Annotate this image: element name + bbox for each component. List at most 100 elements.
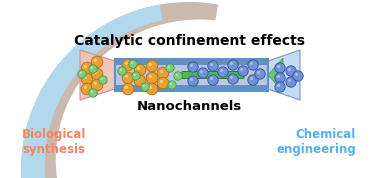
Circle shape xyxy=(275,82,285,92)
Circle shape xyxy=(208,61,218,71)
Circle shape xyxy=(149,86,152,89)
Circle shape xyxy=(146,83,158,95)
Circle shape xyxy=(125,62,128,65)
Circle shape xyxy=(94,59,97,62)
Polygon shape xyxy=(21,5,360,178)
Circle shape xyxy=(288,68,291,71)
Circle shape xyxy=(255,69,265,79)
Circle shape xyxy=(157,77,169,89)
Circle shape xyxy=(248,75,258,85)
Circle shape xyxy=(89,65,97,73)
Circle shape xyxy=(129,60,137,68)
Circle shape xyxy=(131,62,133,64)
Circle shape xyxy=(166,64,174,72)
Circle shape xyxy=(210,77,213,80)
Circle shape xyxy=(230,76,233,79)
Circle shape xyxy=(286,77,296,87)
Circle shape xyxy=(125,75,128,78)
Bar xyxy=(115,60,268,90)
Text: Biological
synthesis: Biological synthesis xyxy=(22,128,87,156)
Circle shape xyxy=(208,75,218,85)
Bar xyxy=(115,85,268,91)
Circle shape xyxy=(137,78,140,81)
Circle shape xyxy=(91,91,93,93)
Circle shape xyxy=(134,74,136,76)
Circle shape xyxy=(250,62,253,65)
Circle shape xyxy=(176,74,178,76)
Circle shape xyxy=(141,83,149,91)
Circle shape xyxy=(120,69,122,71)
Circle shape xyxy=(240,68,243,71)
Circle shape xyxy=(143,85,145,87)
Circle shape xyxy=(81,83,93,95)
Circle shape xyxy=(238,66,248,76)
Circle shape xyxy=(190,64,193,67)
Text: Nanochannels: Nanochannels xyxy=(136,100,242,113)
Circle shape xyxy=(101,78,103,80)
Circle shape xyxy=(146,60,158,72)
Circle shape xyxy=(230,62,233,65)
Circle shape xyxy=(125,86,128,89)
Circle shape xyxy=(132,72,140,80)
Circle shape xyxy=(134,75,146,87)
Polygon shape xyxy=(268,50,300,100)
Circle shape xyxy=(89,89,97,97)
Circle shape xyxy=(81,73,93,85)
Circle shape xyxy=(84,86,87,89)
Circle shape xyxy=(277,84,280,87)
Circle shape xyxy=(200,70,203,73)
Circle shape xyxy=(277,65,280,68)
Circle shape xyxy=(228,74,238,84)
Circle shape xyxy=(149,75,152,78)
Circle shape xyxy=(160,80,163,83)
Circle shape xyxy=(190,78,193,81)
Circle shape xyxy=(157,67,169,79)
Text: Chemical
engineering: Chemical engineering xyxy=(276,128,356,156)
Circle shape xyxy=(168,66,170,68)
Circle shape xyxy=(220,69,223,72)
Circle shape xyxy=(275,63,285,73)
Circle shape xyxy=(99,76,107,84)
Polygon shape xyxy=(80,50,115,100)
Bar xyxy=(115,59,268,91)
Circle shape xyxy=(146,72,158,84)
Circle shape xyxy=(122,72,134,84)
Circle shape xyxy=(170,83,172,85)
Circle shape xyxy=(275,73,285,83)
Circle shape xyxy=(293,71,303,81)
Circle shape xyxy=(168,81,176,89)
Circle shape xyxy=(80,72,82,74)
Circle shape xyxy=(288,79,291,82)
Polygon shape xyxy=(268,58,283,92)
Circle shape xyxy=(198,68,208,78)
Circle shape xyxy=(295,73,298,76)
Bar xyxy=(115,59,268,65)
Circle shape xyxy=(218,67,228,77)
Circle shape xyxy=(277,75,280,78)
Circle shape xyxy=(91,68,103,80)
Circle shape xyxy=(91,67,93,69)
Circle shape xyxy=(134,64,146,76)
Circle shape xyxy=(118,67,126,75)
Circle shape xyxy=(137,67,140,70)
Circle shape xyxy=(188,62,198,72)
Circle shape xyxy=(149,63,152,66)
Circle shape xyxy=(228,60,238,70)
Circle shape xyxy=(122,59,134,71)
Circle shape xyxy=(286,66,296,76)
Circle shape xyxy=(84,76,87,79)
Polygon shape xyxy=(21,2,218,178)
FancyBboxPatch shape xyxy=(182,72,244,78)
Circle shape xyxy=(122,83,134,95)
Circle shape xyxy=(94,71,97,74)
Circle shape xyxy=(84,65,87,68)
Circle shape xyxy=(91,56,103,68)
Text: Catalytic confinement effects: Catalytic confinement effects xyxy=(73,34,305,48)
Circle shape xyxy=(250,77,253,80)
Circle shape xyxy=(94,82,97,85)
Circle shape xyxy=(174,72,182,80)
Circle shape xyxy=(91,79,103,91)
Circle shape xyxy=(188,76,198,86)
Circle shape xyxy=(257,71,260,74)
Circle shape xyxy=(160,70,163,73)
